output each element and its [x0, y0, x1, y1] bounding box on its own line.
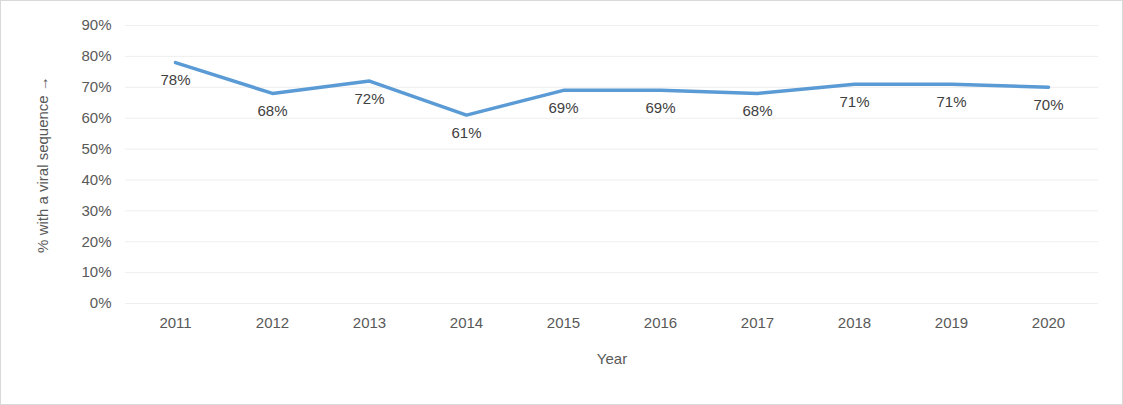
svg-text:10%: 10%: [81, 263, 111, 280]
svg-text:2013: 2013: [353, 314, 386, 331]
svg-text:68%: 68%: [257, 102, 287, 119]
svg-text:71%: 71%: [936, 93, 966, 110]
svg-text:2018: 2018: [838, 314, 871, 331]
svg-text:0%: 0%: [90, 294, 112, 311]
svg-text:72%: 72%: [354, 90, 384, 107]
svg-text:30%: 30%: [81, 202, 111, 219]
svg-text:% with a viral sequence →: % with a viral sequence →: [34, 76, 51, 253]
svg-text:2020: 2020: [1032, 314, 1065, 331]
svg-text:69%: 69%: [548, 99, 578, 116]
svg-text:2014: 2014: [450, 314, 483, 331]
svg-text:90%: 90%: [81, 16, 111, 33]
svg-text:2016: 2016: [644, 314, 677, 331]
svg-text:78%: 78%: [160, 71, 190, 88]
svg-text:40%: 40%: [81, 171, 111, 188]
svg-text:2017: 2017: [741, 314, 774, 331]
svg-text:60%: 60%: [81, 109, 111, 126]
svg-text:2012: 2012: [256, 314, 289, 331]
svg-text:2015: 2015: [547, 314, 580, 331]
svg-text:71%: 71%: [839, 93, 869, 110]
svg-text:70%: 70%: [81, 78, 111, 95]
svg-text:20%: 20%: [81, 233, 111, 250]
svg-text:2019: 2019: [935, 314, 968, 331]
svg-text:2011: 2011: [159, 314, 191, 331]
svg-text:68%: 68%: [742, 102, 772, 119]
svg-text:69%: 69%: [645, 99, 675, 116]
svg-text:Year: Year: [597, 350, 627, 367]
svg-text:50%: 50%: [81, 140, 111, 157]
svg-text:70%: 70%: [1033, 96, 1063, 113]
svg-text:80%: 80%: [81, 47, 111, 64]
svg-text:61%: 61%: [451, 124, 481, 141]
